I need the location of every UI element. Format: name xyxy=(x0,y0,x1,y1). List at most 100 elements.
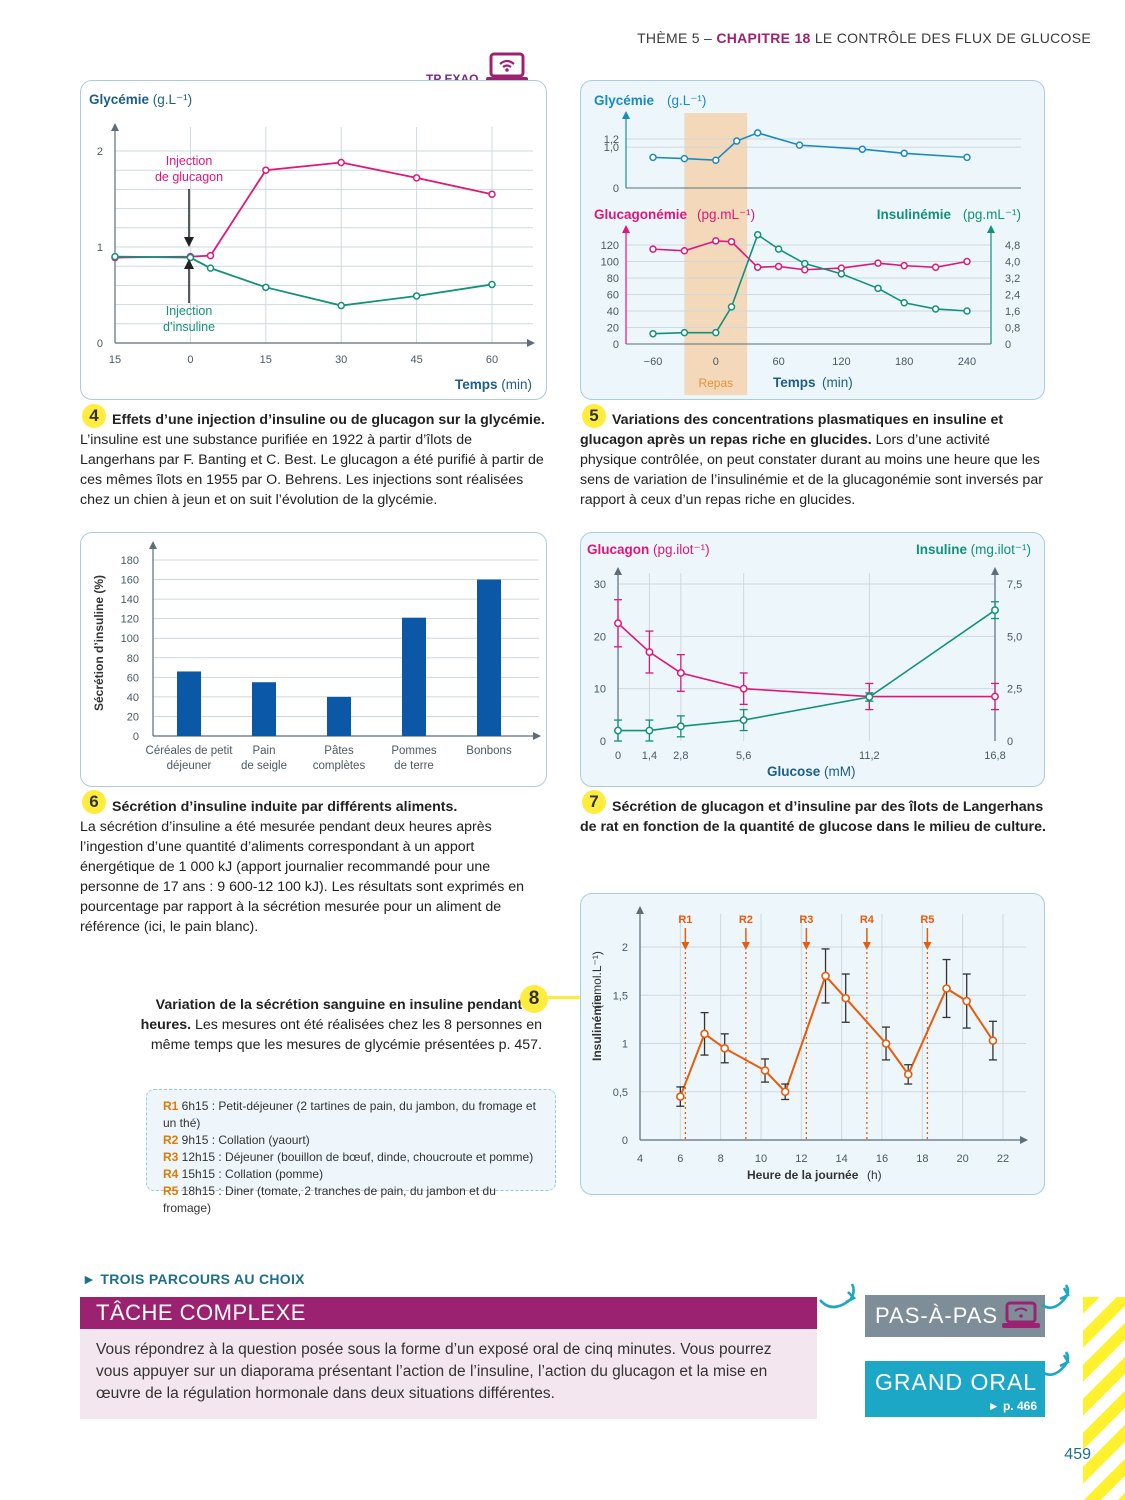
data-point xyxy=(676,669,685,677)
legend-item-r2: R2 9h15 : Collation (yaourt) xyxy=(163,1133,310,1147)
fig5-xlabel: Temps xyxy=(773,375,816,390)
data-point xyxy=(206,264,215,272)
figure-7-caption: Sécrétion de glucagon et d’insuline par … xyxy=(580,799,1046,835)
x-tick-label: 0 xyxy=(713,356,719,368)
bar-1 xyxy=(177,671,201,736)
y-left-tick-label: 0 xyxy=(600,736,606,748)
bar-5 xyxy=(477,579,501,736)
figure-8-panel: 0 0,5 1 1,5 2 4 6 8 10 12 14 16 18 20 22 Heure de la jo… xyxy=(580,893,1045,1195)
repas-band xyxy=(684,113,748,395)
figure-5-number: 5 xyxy=(582,404,606,428)
series-line-insuline xyxy=(114,255,493,307)
data-point xyxy=(488,280,496,289)
figure-5-caption: Variations des concentrations plasmatiqu… xyxy=(580,412,1043,508)
x-tick-label: 18 xyxy=(916,1153,928,1165)
x-tick-label: 16,8 xyxy=(984,750,1005,762)
data-point xyxy=(186,253,195,262)
data-point xyxy=(963,153,971,162)
bar-3 xyxy=(327,696,351,736)
y-tick-label: 1,2 xyxy=(604,134,619,146)
x-tick-label: 240 xyxy=(958,356,976,368)
data-point xyxy=(900,149,908,158)
data-point xyxy=(753,230,762,239)
running-header: THÈME 5 – CHAPITRE 18 LE CONTRÔLE DES FL… xyxy=(637,30,1091,46)
x-tick-label: 1,4 xyxy=(642,750,657,762)
grand-oral-button[interactable]: GRAND ORAL ► p. 466 xyxy=(865,1361,1045,1417)
data-point xyxy=(821,971,830,981)
x-category-label: Pâtes xyxy=(324,745,354,757)
y-right-tick-label: 4,0 xyxy=(1005,257,1020,269)
figure-8-legend: R1 6h15 : Petit-déjeuner (2 tartines de … xyxy=(146,1089,556,1215)
x-tick-label: 8 xyxy=(718,1153,724,1165)
y-left-tick-label: 60 xyxy=(607,290,619,302)
x-tick-label: 22 xyxy=(997,1153,1009,1165)
y-right-tick-label: 0 xyxy=(1007,736,1013,748)
x-tick-label: 2,8 xyxy=(673,750,688,762)
data-point xyxy=(874,284,882,293)
data-point xyxy=(865,693,874,701)
legend-item-r3: R3 12h15 : Déjeuner (bouillon de bœuf, d… xyxy=(163,1150,534,1164)
data-point xyxy=(900,261,908,270)
data-point xyxy=(991,606,999,615)
y-axis-left-arrow xyxy=(622,225,630,233)
series-line-insulinemie xyxy=(652,233,968,335)
y-tick-label: 40 xyxy=(127,692,139,704)
figure-5-panel: Repas Glycémie (g.L⁻¹) 0 1,0 1,2 Glucagonémie… xyxy=(580,80,1045,400)
x-category-label: complètes xyxy=(313,760,366,772)
marker-label-r3: R3 xyxy=(799,914,813,926)
data-point xyxy=(649,153,657,162)
annotation-glucagon: de glucagon xyxy=(155,170,223,184)
y-right-tick-label: 0,8 xyxy=(1005,323,1020,335)
x-tick-label: −60 xyxy=(644,356,663,368)
fig6-ylabel: Sécrétion d’insuline (%) xyxy=(92,575,106,711)
y-axis-left-arrow xyxy=(614,567,622,575)
y-tick-label: 0,5 xyxy=(613,1087,628,1099)
tache-complexe-title: TÂCHE COMPLEXE xyxy=(80,1297,817,1329)
marker-arrow-head xyxy=(741,942,750,950)
figure-8-connector xyxy=(548,996,582,999)
y-tick-label: 0 xyxy=(97,338,103,350)
y-tick-label: 80 xyxy=(127,653,139,665)
data-point xyxy=(760,1066,770,1075)
fig5-left-ylabel: Glucagonémie xyxy=(594,207,688,222)
y-tick-label: 120 xyxy=(121,614,139,626)
x-tick-label: 6 xyxy=(677,1153,683,1165)
figure-8-caption: Variation de la sécrétion sanguine en in… xyxy=(140,997,542,1053)
data-point xyxy=(774,262,783,271)
y-right-tick-label: 4,8 xyxy=(1005,240,1020,252)
y-right-tick-label: 1,6 xyxy=(1005,306,1020,318)
data-point xyxy=(676,722,685,731)
data-point xyxy=(649,329,657,338)
y-tick-label: 160 xyxy=(121,575,139,587)
data-point xyxy=(942,984,951,993)
x-tick-label: 16 xyxy=(876,1153,888,1165)
figure-6-chart: 0 20 40 60 80 100 120 140 160 180 Sécrétion d’insu… xyxy=(92,541,541,772)
y-left-tick-label: 0 xyxy=(613,339,619,351)
legend-item-r5: R5 18h15 : Diner (tomate, 2 tranches de … xyxy=(163,1184,496,1215)
figure-7-panel: Glucagon (pg.ilot⁻¹) (mg.ilot⁻¹) Insuline 0… xyxy=(580,532,1045,787)
laptop-wifi-icon xyxy=(1002,1301,1040,1328)
fig7-right-ylabel-name: Insuline xyxy=(916,542,967,557)
fig7-right-ylabel-unit: (mg.ilot⁻¹) xyxy=(971,542,1031,557)
x-axis-arrow xyxy=(527,339,535,347)
x-tick-label: 14 xyxy=(836,1153,848,1165)
x-tick-label: 15 xyxy=(109,354,121,366)
y-tick-label: 0 xyxy=(613,183,619,195)
figure-8-chart: 0 0,5 1 1,5 2 4 6 8 10 12 14 16 18 20 22 Heure de la jo… xyxy=(590,906,1028,1182)
data-point xyxy=(739,716,748,725)
curved-arrow-icon xyxy=(1041,1284,1070,1309)
marker-arrow-head xyxy=(681,942,690,950)
fig7-left-ylabel: Glucagon xyxy=(587,542,649,557)
x-category-label: Pommes xyxy=(391,745,437,757)
fig5-top-ylabel-unit: (g.L⁻¹) xyxy=(667,93,706,108)
fig8-ylabel-unit: (mmol.L⁻¹) xyxy=(590,951,604,1009)
y-tick-label: 1 xyxy=(97,242,103,254)
annotation-glucagon: Injection xyxy=(166,154,213,168)
fig8-ylabel: Insulinémie xyxy=(590,995,604,1061)
data-point xyxy=(874,259,882,267)
curved-arrow-icon xyxy=(819,1283,857,1309)
y-axis-arrow xyxy=(636,906,644,914)
x-tick-label: 120 xyxy=(832,356,850,368)
data-point xyxy=(649,245,657,253)
marker-label-r4: R4 xyxy=(860,914,875,926)
